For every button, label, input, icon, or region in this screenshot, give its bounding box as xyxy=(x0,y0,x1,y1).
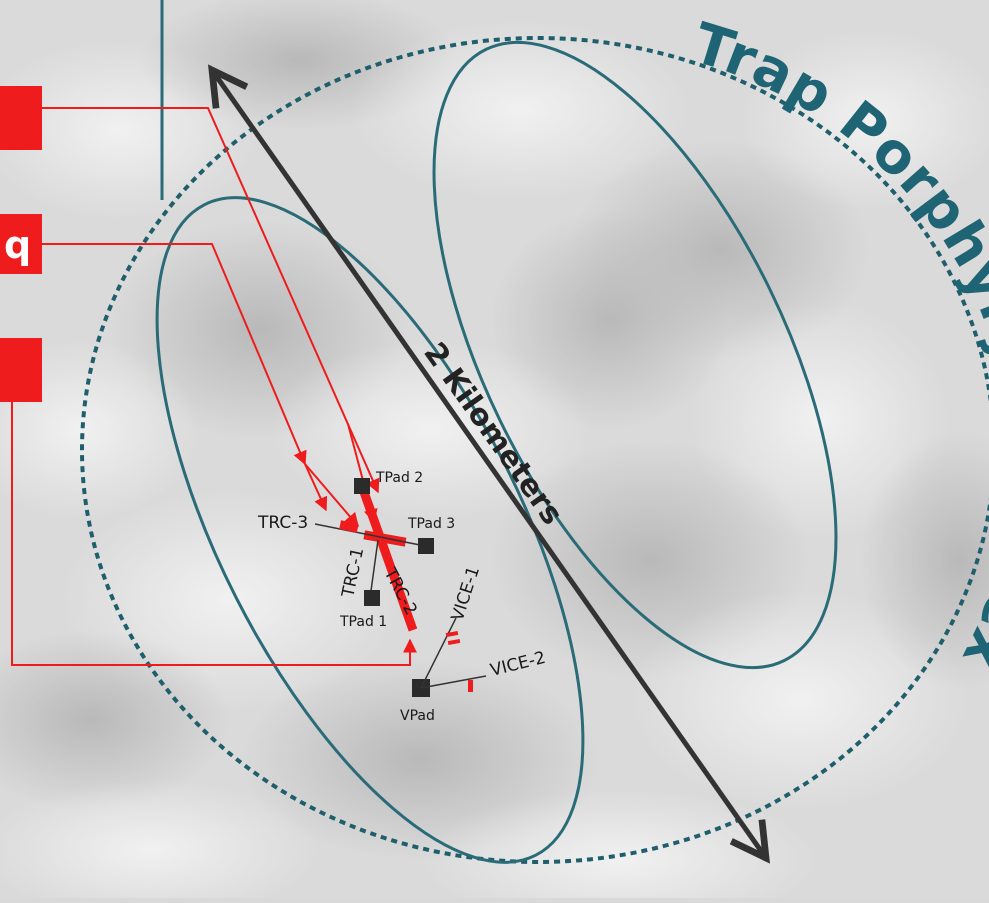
label-box-2[interactable] xyxy=(0,214,42,274)
drill-trace-vice-2[interactable] xyxy=(468,680,473,692)
leader-line-3 xyxy=(11,402,417,666)
label-tpad-3: TPad 3 xyxy=(407,516,455,532)
drill-layout xyxy=(314,478,487,697)
label-box-1[interactable] xyxy=(0,86,42,150)
label-tpad-2: TPad 2 xyxy=(375,470,423,486)
drill-trace-vice-1[interactable] xyxy=(445,630,459,638)
pad-square-tpad-1[interactable] xyxy=(364,590,380,606)
label-tpad-1: TPad 1 xyxy=(339,614,387,630)
scale-arrow xyxy=(208,64,770,864)
leader-line-2 xyxy=(42,243,307,466)
drill-trace-trc-2[interactable] xyxy=(359,490,418,632)
trc-3-line xyxy=(314,523,426,547)
drill-trace-trc-3[interactable] xyxy=(339,520,359,533)
label-box-2-text: q xyxy=(4,223,31,267)
leader-line-1 xyxy=(42,107,380,494)
label-box-3[interactable] xyxy=(0,338,42,402)
leader-line-2c xyxy=(304,463,328,512)
pad-square-tpad-2[interactable] xyxy=(354,478,370,494)
left-label-boxes: q xyxy=(0,86,42,402)
leader-line-2b xyxy=(304,463,359,528)
leader-lines xyxy=(11,107,417,666)
drill-trace-vice-1b[interactable] xyxy=(447,638,461,646)
pad-square-tpad-3[interactable] xyxy=(418,538,434,554)
label-trc-3: TRC-3 xyxy=(257,513,308,533)
label-vpad: VPad xyxy=(400,708,435,724)
